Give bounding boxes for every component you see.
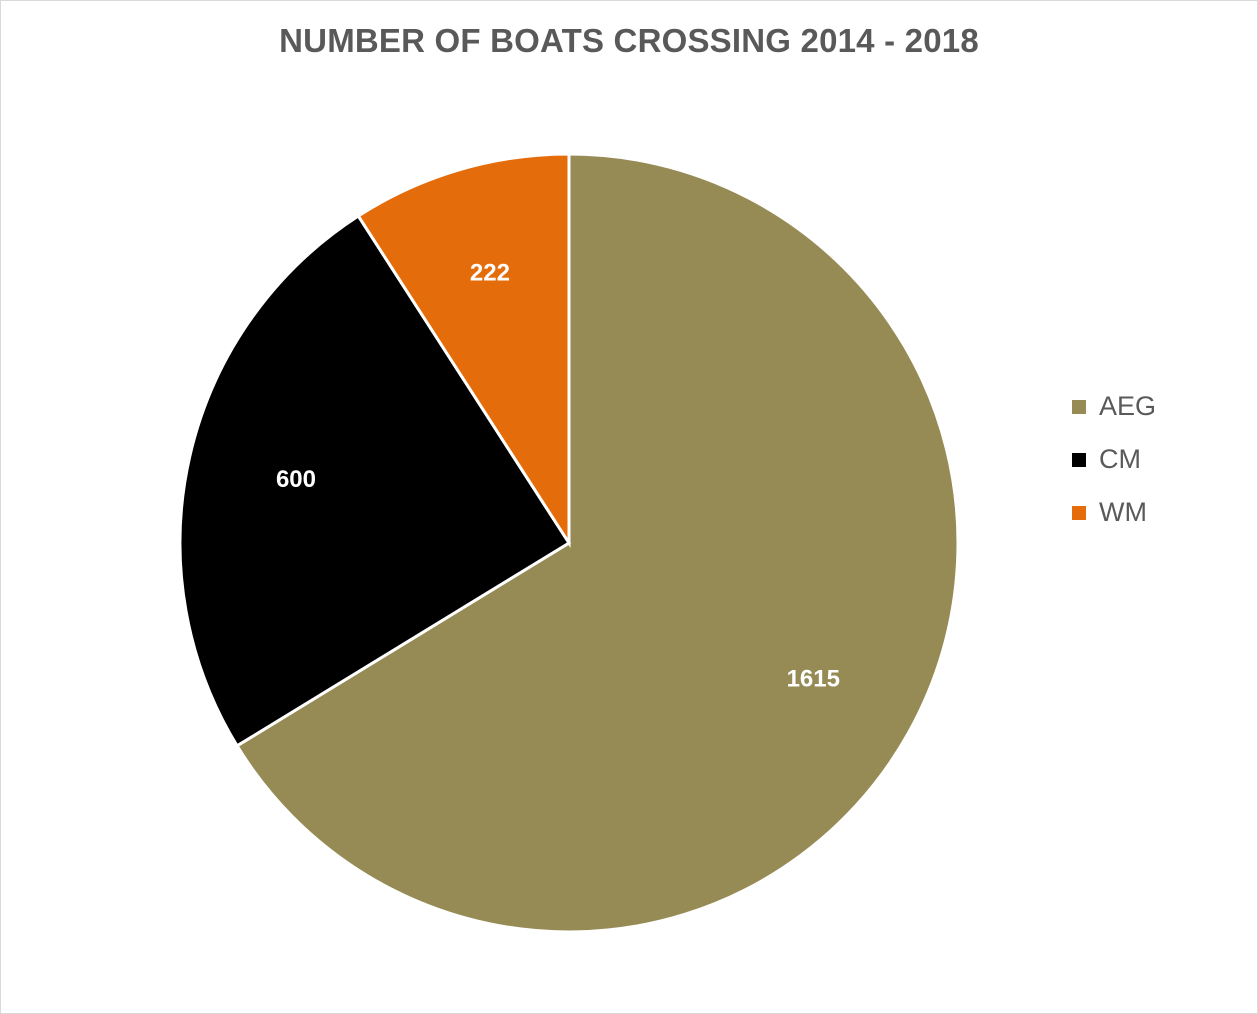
legend-swatch-cm <box>1072 452 1086 467</box>
legend-swatch-aeg <box>1072 399 1086 414</box>
pie-slice-aeg <box>235 152 960 934</box>
legend-label-wm: WM <box>1099 497 1147 527</box>
data-label-wm: 222 <box>470 260 510 287</box>
legend-item-wm: WM <box>1072 486 1156 539</box>
pie-slice-wm <box>356 152 571 549</box>
legend: AEG CM WM <box>1072 380 1156 539</box>
data-label-aeg: 1615 <box>787 665 840 692</box>
legend-item-aeg: AEG <box>1072 380 1156 433</box>
pie-slice-cm <box>178 213 572 748</box>
chart-title: NUMBER OF BOATS CROSSING 2014 - 2018 <box>279 22 979 59</box>
legend-swatch-wm <box>1072 505 1086 520</box>
legend-label-aeg: AEG <box>1099 391 1157 421</box>
data-label-cm: 600 <box>276 466 316 493</box>
legend-label-cm: CM <box>1099 444 1141 474</box>
legend-item-cm: CM <box>1072 433 1156 486</box>
